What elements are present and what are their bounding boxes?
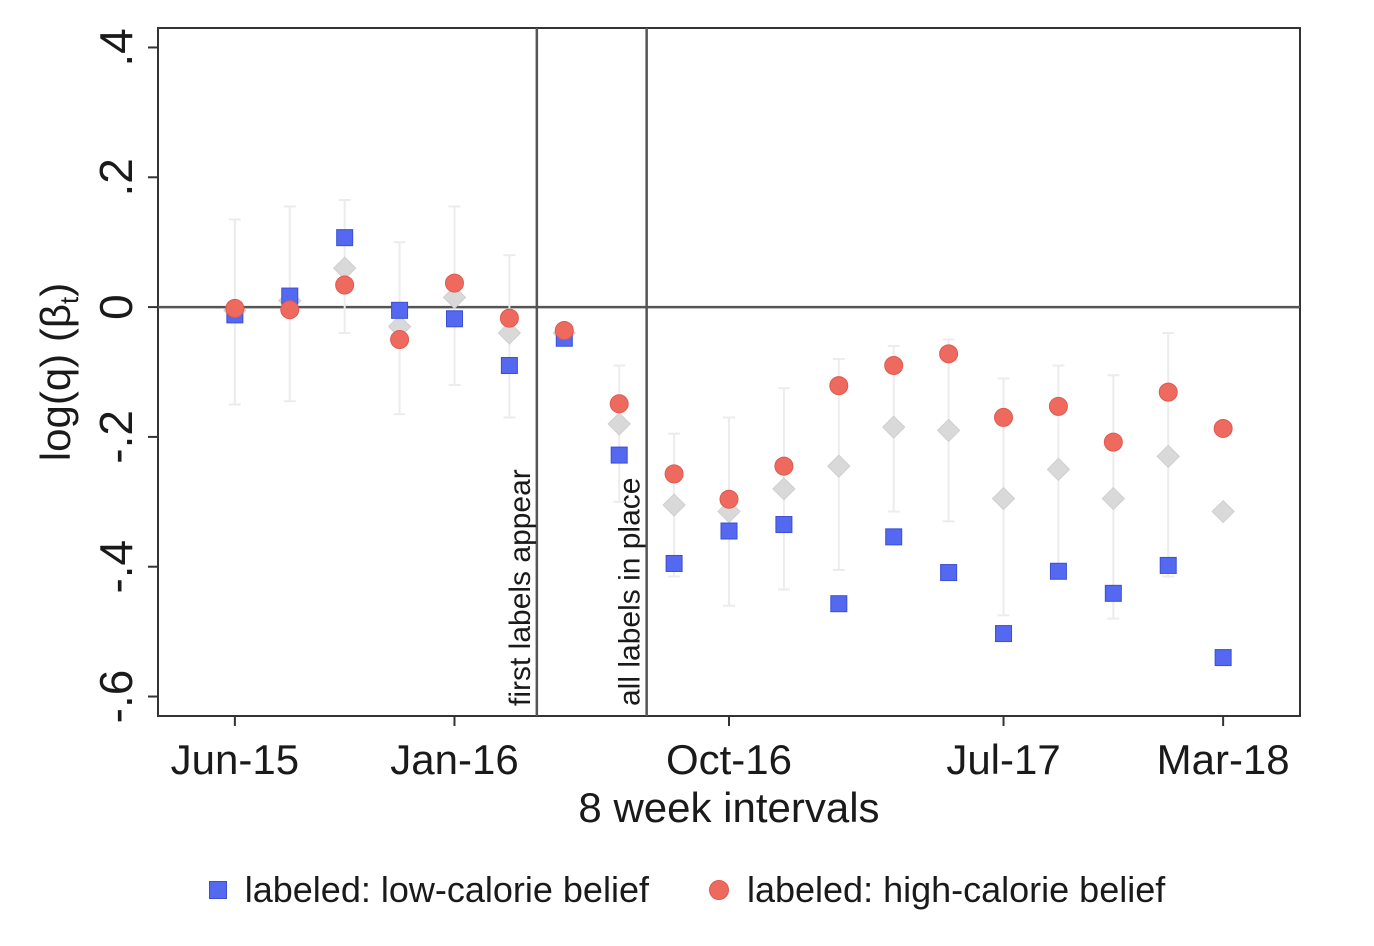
x-axis-title: 8 week intervals [578, 784, 879, 831]
square-point [885, 528, 903, 546]
x-tick-label: Oct-16 [666, 736, 792, 783]
legend: labeled: low-calorie belief labeled: hig… [0, 862, 1374, 918]
square-point [610, 446, 628, 464]
square-point [336, 229, 354, 247]
square-point [995, 625, 1013, 643]
square-point [391, 301, 409, 319]
square-point [720, 522, 738, 540]
y-tick-label: 0 [90, 294, 142, 320]
circle-marker-icon [708, 880, 729, 900]
circle-point [1103, 432, 1123, 452]
diamond-point [772, 477, 796, 501]
diamond-point [1211, 499, 1235, 524]
square-point [500, 357, 518, 375]
circle-point [829, 376, 849, 396]
diamond-point [936, 418, 961, 443]
square-point [775, 516, 793, 534]
square-point [665, 554, 683, 572]
square-point [940, 564, 958, 582]
square-point [1104, 584, 1122, 602]
legend-label-low-calorie: labeled: low-calorie belief [244, 869, 649, 910]
circle-point [994, 407, 1014, 427]
x-tick-label: Jun-15 [171, 736, 299, 783]
plot-frame [157, 27, 1301, 717]
diamond-point [1046, 457, 1071, 482]
y-tick-label: -.2 [90, 410, 142, 464]
diamond-point [662, 493, 686, 517]
square-point [1159, 556, 1177, 574]
event-label: all labels in place [614, 478, 647, 706]
diamond-point [991, 486, 1016, 511]
circle-point [335, 275, 355, 295]
y-axis-title: log(q) (βt) [32, 283, 84, 461]
square-marker-icon [208, 881, 227, 899]
legend-item-high-calorie: labeled: high-calorie belief [708, 869, 1166, 911]
diamond-point [607, 412, 631, 436]
x-tick-label: Mar-18 [1157, 736, 1290, 783]
circle-point [280, 300, 300, 320]
circle-point [499, 308, 519, 328]
circle-point [664, 464, 684, 484]
diamond-point [882, 415, 906, 439]
square-point [445, 310, 463, 328]
diamond-point [827, 454, 851, 478]
y-tick-label: .4 [90, 28, 142, 66]
x-tick-label: Jul-17 [946, 736, 1060, 783]
y-tick-label: .2 [90, 158, 142, 196]
circle-point [554, 320, 574, 340]
circle-point [444, 273, 464, 293]
circle-point [884, 356, 904, 376]
circle-point [719, 489, 739, 509]
circle-point [1158, 382, 1178, 402]
circle-point [1213, 418, 1233, 438]
circle-point [774, 456, 794, 476]
diamond-point [497, 321, 522, 345]
circle-point [939, 344, 959, 364]
diamond-point [1156, 444, 1180, 469]
legend-item-low-calorie: labeled: low-calorie belief [208, 869, 649, 911]
diamond-point [442, 285, 467, 310]
circle-point [1048, 396, 1068, 416]
square-point [1049, 562, 1067, 580]
y-tick-label: -.4 [90, 540, 142, 594]
diamond-point [1101, 486, 1126, 511]
circle-point [225, 298, 245, 318]
circle-point [390, 330, 410, 350]
square-point [830, 595, 848, 613]
y-tick-label: -.6 [90, 670, 142, 724]
x-tick-label: Jan-16 [390, 736, 518, 783]
event-label: first labels appear [504, 469, 537, 706]
legend-label-high-calorie: labeled: high-calorie belief [746, 869, 1166, 910]
square-point [1214, 649, 1232, 667]
circle-point [609, 394, 629, 414]
chart-plot: first labels appear all labels in place .… [32, 27, 1301, 831]
